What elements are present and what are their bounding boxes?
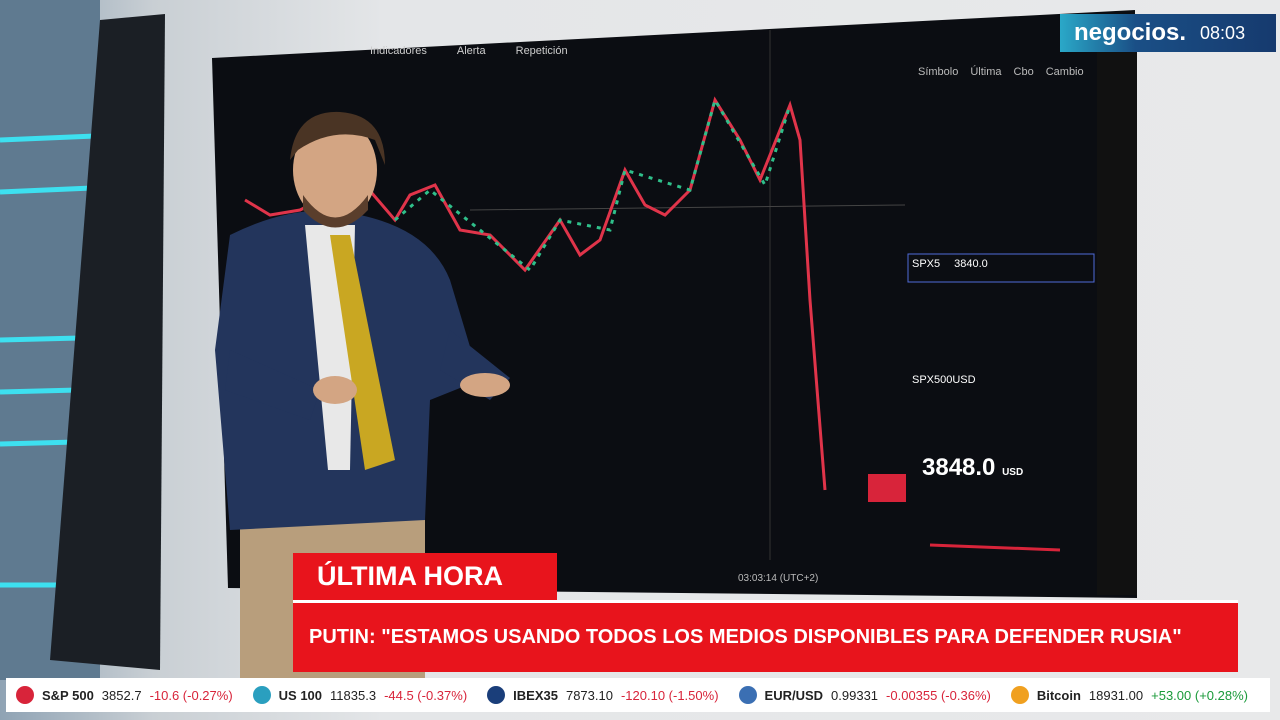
column-header: Última: [970, 66, 1002, 78]
price: 3848.0: [922, 454, 996, 481]
ticker-item: S&P 500 3852.7 -10.6 (-0.27%): [16, 686, 233, 704]
ticker-name: EUR/USD: [764, 687, 824, 703]
watchlist-header: Símbolo Última Cbo Cambio: [918, 66, 1084, 78]
side-toolbar: [1097, 50, 1137, 595]
ticker-icon: [487, 686, 506, 704]
ticker-item: Bitcoin 18931.00 +53.00 (+0.28%): [1010, 686, 1248, 704]
column-header: Cbo: [1013, 66, 1034, 78]
ticker-icon: [16, 686, 34, 704]
screen-toolbar: Indicadores Alerta Repetición: [370, 45, 568, 57]
toolbar-item: Repetición: [515, 45, 568, 57]
screen-clock: 03:03:14 (UTC+2): [738, 573, 819, 584]
ticker-last: 7873.10: [565, 687, 613, 703]
symbol: SPX5: [912, 258, 941, 270]
ticker-change: -44.5 (-0.37%): [384, 687, 468, 703]
ticker-last: 11835.3: [330, 687, 377, 703]
column-header: Símbolo: [918, 66, 959, 78]
clock: 08:03: [1200, 22, 1246, 43]
light-strips: [0, 133, 96, 588]
screen-pillar: [50, 14, 165, 670]
ticker-item: EUR/USD 0.99331 -0.00355 (-0.36%): [738, 686, 991, 704]
price-badge: [868, 474, 906, 502]
ticker-last: 3852.7: [101, 687, 142, 703]
ticker-last: 18931.00: [1088, 687, 1144, 703]
watchlist-row: SPX5 3840.0: [912, 258, 1092, 270]
channel-bug: negocios. 08:03: [1060, 14, 1276, 52]
currency: USD: [1002, 467, 1024, 478]
last: 3840.0: [954, 258, 988, 270]
ticker-name: US 100: [278, 687, 323, 703]
ticker-change: +53.00 (+0.28%): [1151, 687, 1248, 703]
toolbar-item: Alerta: [456, 45, 486, 57]
ticker-name: S&P 500: [42, 687, 94, 703]
ticker-item: IBEX35 7873.10 -120.10 (-1.50%): [487, 686, 719, 704]
price-line-up: [394, 96, 792, 273]
ticker-icon: [252, 686, 271, 704]
ticker-icon: [1010, 686, 1029, 704]
symbol: SPX500USD: [912, 374, 976, 386]
market-ticker: S&P 500 3852.7 -10.6 (-0.27%) US 100 11835.3…: [6, 678, 1270, 712]
range-bar: [929, 543, 1061, 552]
toolbar-item: Indicadores: [370, 45, 427, 57]
presenter: [215, 111, 510, 690]
chart-screen: [212, 10, 1137, 598]
breaking-tag: ÚLTIMA HORA: [293, 553, 557, 600]
channel-logo: negocios.: [1074, 19, 1187, 46]
last-price: 3848.0 USD: [922, 454, 1023, 482]
ticker-change: -120.10 (-1.50%): [620, 687, 719, 703]
ticker-change: -0.00355 (-0.36%): [886, 687, 991, 703]
ticker-name: IBEX35: [513, 687, 558, 703]
selected-row: [907, 253, 1095, 283]
column-header: Cambio: [1045, 66, 1084, 78]
headline: PUTIN: "ESTAMOS USANDO TODOS LOS MEDIOS …: [293, 600, 1238, 672]
ticker-change: -10.6 (-0.27%): [149, 687, 233, 703]
crosshair: [469, 204, 906, 211]
watchlist-row: SPX500USD: [912, 374, 1092, 386]
ticker-name: Bitcoin: [1036, 687, 1081, 703]
ticker-item: US 100 11835.3 -44.5 (-0.37%): [252, 686, 468, 704]
watchlist: SPX5 3840.0 SPX500USD: [912, 258, 1092, 386]
ticker-last: 0.99331: [831, 687, 879, 703]
ticker-icon: [738, 686, 757, 704]
